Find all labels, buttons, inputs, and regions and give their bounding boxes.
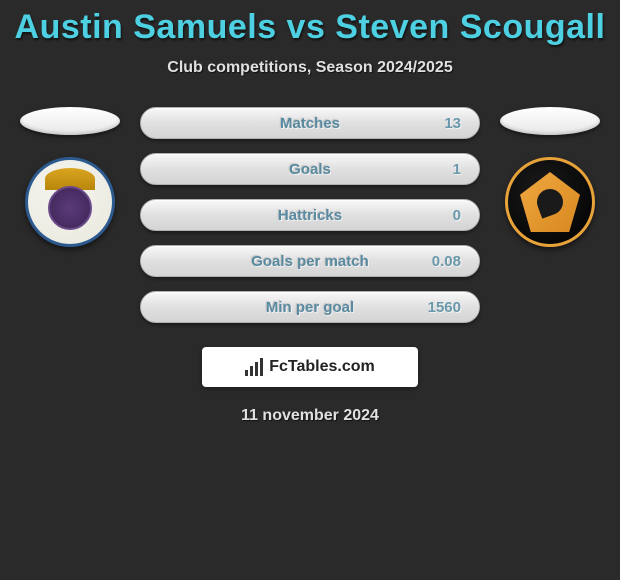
player-right-column — [500, 107, 600, 247]
chart-icon — [245, 358, 263, 376]
player-left-placeholder — [20, 107, 120, 135]
stat-label: Matches — [280, 115, 340, 132]
stat-label: Min per goal — [266, 299, 354, 316]
stat-row-matches: Matches 13 — [140, 107, 480, 139]
subtitle: Club competitions, Season 2024/2025 — [0, 59, 620, 77]
club-badge-left — [25, 157, 115, 247]
stat-right-value: 13 — [431, 115, 461, 132]
stat-row-gpm: Goals per match 0.08 — [140, 245, 480, 277]
stats-column: Matches 13 Goals 1 Hattricks 0 Goals per… — [140, 107, 480, 323]
comparison-card: Austin Samuels vs Steven Scougall Club c… — [0, 0, 620, 425]
branding-text: FcTables.com — [269, 358, 375, 376]
stat-right-value: 0 — [431, 207, 461, 224]
page-title: Austin Samuels vs Steven Scougall — [0, 8, 620, 47]
footer-date: 11 november 2024 — [0, 407, 620, 425]
player-right-placeholder — [500, 107, 600, 135]
stat-right-value: 1 — [431, 161, 461, 178]
branding-badge[interactable]: FcTables.com — [202, 347, 418, 387]
player-left-column — [20, 107, 120, 247]
stat-row-hattricks: Hattricks 0 — [140, 199, 480, 231]
club-badge-right — [505, 157, 595, 247]
stat-label: Hattricks — [278, 207, 342, 224]
stat-label: Goals per match — [251, 253, 369, 270]
comparison-area: Matches 13 Goals 1 Hattricks 0 Goals per… — [0, 107, 620, 323]
stat-row-mpg: Min per goal 1560 — [140, 291, 480, 323]
stat-right-value: 1560 — [428, 299, 461, 316]
stat-row-goals: Goals 1 — [140, 153, 480, 185]
stat-label: Goals — [289, 161, 331, 178]
stat-right-value: 0.08 — [431, 253, 461, 270]
